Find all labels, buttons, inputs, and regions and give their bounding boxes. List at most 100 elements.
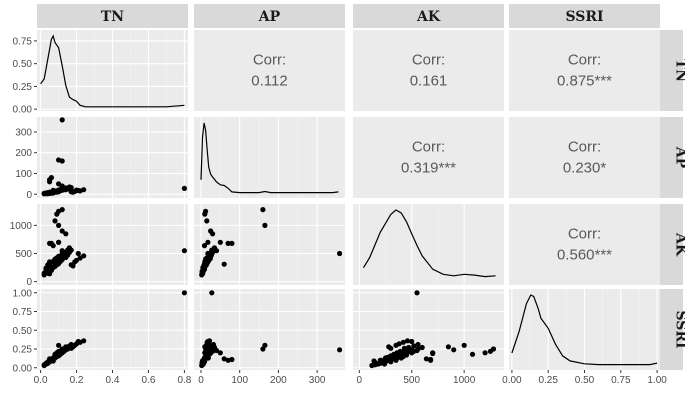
data-point (181, 185, 187, 191)
x-tick-label: 200 (270, 375, 287, 386)
data-point (428, 357, 434, 363)
data-point (43, 190, 49, 196)
strip-top-label: AK (416, 9, 441, 25)
data-point (203, 208, 209, 214)
data-point (213, 347, 220, 354)
x-tick-label: 100 (231, 375, 248, 386)
panel-ap-ap (194, 117, 345, 198)
corr-value: 0.161 (410, 73, 448, 90)
data-point (68, 341, 74, 348)
data-point (221, 261, 227, 267)
corr-label: Corr: (412, 139, 445, 156)
data-point (393, 352, 399, 358)
data-point (229, 240, 235, 246)
density-curve (362, 209, 496, 278)
data-point (56, 181, 62, 187)
panel-ssri-tn (37, 289, 188, 370)
strip-top-ap (194, 4, 345, 28)
data-point (209, 290, 215, 296)
data-point (201, 243, 208, 249)
data-point (260, 207, 266, 213)
y-tick-label: 1000 (10, 221, 33, 232)
corr-value: 0.560*** (557, 247, 612, 264)
data-point (47, 357, 53, 363)
panel-tn-ap: Corr: 0.112 (194, 30, 345, 111)
x-tick-label: 1000 (453, 375, 476, 386)
corr-value: 0.230* (563, 160, 607, 177)
data-point (386, 344, 392, 350)
data-point (381, 361, 388, 367)
data-point (181, 290, 187, 296)
data-point (411, 343, 417, 349)
panel-ap-ssri: Corr: 0.230* (509, 117, 660, 198)
data-point (48, 267, 55, 273)
corr-value: 0.875*** (557, 73, 612, 90)
data-point (451, 347, 457, 353)
data-point (63, 231, 69, 237)
x-tick-label: 300 (309, 375, 326, 386)
corr-value: 0.112 (251, 73, 287, 90)
density-curve (200, 122, 339, 194)
y-tick-label: 0.00 (13, 105, 33, 116)
panel-ak-ap (194, 204, 345, 285)
data-point (396, 341, 402, 347)
data-point (59, 347, 65, 353)
x-tick-label: 0.4 (106, 375, 120, 386)
data-point (181, 248, 187, 254)
y-tick-label: 0.50 (13, 59, 33, 70)
y-tick-label: 0.75 (13, 36, 33, 47)
panel-background (194, 289, 345, 370)
data-point (81, 187, 87, 193)
panel-background (509, 117, 660, 198)
data-point (48, 190, 55, 196)
data-point (430, 350, 436, 356)
data-point (414, 290, 420, 296)
data-point (225, 357, 231, 363)
corr-label: Corr: (568, 226, 601, 243)
x-tick-label: 0.75 (611, 375, 631, 386)
panel-ak-ak (353, 204, 504, 285)
strip-right-ap (660, 117, 683, 198)
data-point (70, 263, 76, 269)
data-point (75, 250, 81, 257)
data-point (337, 347, 343, 353)
corr-label: Corr: (568, 52, 601, 69)
data-point (205, 338, 211, 345)
data-point (209, 248, 215, 254)
strip-right-label: AP (673, 146, 685, 169)
data-point (262, 342, 268, 348)
panel-ssri-ssri (509, 289, 660, 370)
data-point (461, 342, 467, 348)
panel-tn-ak: Corr: 0.161 (353, 30, 504, 111)
x-tick-label: 1.00 (647, 375, 667, 386)
x-tick-label: 0.8 (177, 375, 191, 386)
y-tick-label: 100 (15, 169, 32, 180)
y-tick-label: 0.25 (13, 82, 33, 93)
panel-ap-tn (37, 117, 188, 198)
x-tick-label: 0.2 (70, 375, 84, 386)
strip-top-tn (37, 4, 188, 28)
y-tick-label: 1.00 (13, 288, 33, 299)
data-point (75, 338, 81, 345)
panel-background (509, 204, 660, 285)
panel-ssri-ap (194, 289, 345, 370)
data-point (482, 350, 488, 356)
panel-tn-ssri: Corr: 0.875*** (509, 30, 660, 111)
data-point (59, 250, 65, 257)
panel-tn-tn (37, 30, 188, 111)
y-tick-label: 500 (15, 249, 32, 260)
corr-label: Corr: (412, 52, 445, 69)
data-point (204, 352, 210, 358)
data-point (205, 250, 211, 257)
y-tick-label: 300 (15, 127, 32, 138)
density-curve (511, 294, 658, 366)
data-point (59, 117, 65, 123)
data-point (409, 338, 415, 345)
data-point (56, 239, 62, 245)
data-point (400, 339, 406, 345)
data-point (43, 360, 49, 366)
data-point (68, 247, 74, 253)
y-tick-label: 200 (15, 148, 32, 159)
data-point (81, 338, 87, 344)
